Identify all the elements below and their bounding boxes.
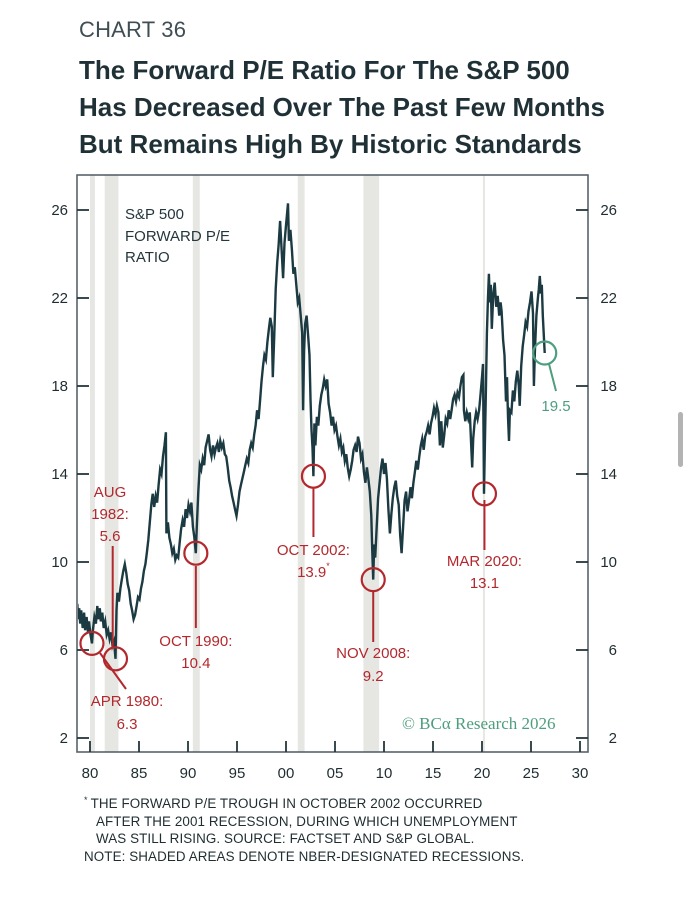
recession-band	[363, 175, 380, 752]
recession-band	[90, 175, 95, 752]
y-tick-label-right: 18	[600, 378, 617, 395]
y-tick-label-right: 22	[600, 290, 617, 307]
annotation-label-text: 19.5	[541, 398, 570, 415]
recession-band	[192, 175, 200, 752]
y-tick-label-left: 18	[51, 378, 68, 395]
y-tick-label-right: 10	[600, 554, 617, 571]
annotation-label-text: 10.4	[181, 655, 210, 672]
annotation-label-text: APR 1980:	[91, 693, 164, 710]
chart-number: CHART 36	[79, 17, 187, 42]
x-tick-label: 20	[474, 765, 491, 782]
plot-frame	[76, 174, 589, 753]
annotation-label-text: AUG	[94, 484, 127, 501]
x-tick-label: 95	[229, 765, 246, 782]
annotation-label-text: MAR 2020:	[447, 553, 522, 570]
annotation-label-text: 9.2	[363, 668, 384, 685]
annotation-circle	[183, 540, 209, 566]
x-tick-label: 10	[376, 765, 393, 782]
annotation-label-line: 13.9*	[297, 561, 330, 581]
plot-frame-group	[76, 174, 589, 753]
series-label-line: S&P 500	[125, 206, 184, 223]
recession-band	[104, 175, 119, 752]
x-tick-label: 85	[131, 765, 148, 782]
y-tick-label-right: 6	[609, 642, 617, 659]
annotation-label-line: 1982:	[91, 506, 129, 523]
footnote-marker: *	[326, 561, 330, 571]
trough-annotation: AUG 1982: 5.6	[91, 484, 129, 672]
annotation-label-text: 13.9	[297, 564, 326, 581]
chart-title: The Forward P/E Ratio For The S&P 500 Ha…	[79, 52, 679, 163]
annotation-label-line: 6.3	[117, 716, 138, 733]
series-label-line: FORWARD P/E	[125, 228, 230, 245]
annotation-label-line: 13.1	[470, 575, 499, 592]
trough-annotation: OCT 2002: 13.9*	[277, 463, 350, 581]
annotation-label-line: MAR 2020:	[447, 553, 522, 570]
annotation-label-line: 10.4	[181, 655, 210, 672]
chart-title-line: But Remains High By Historic Standards	[79, 129, 582, 159]
chart-title-line: The Forward P/E Ratio For The S&P 500	[79, 55, 570, 85]
annotation-label-text: 5.6	[100, 528, 121, 545]
annotation-circle	[102, 646, 129, 672]
footnote-line: * THE FORWARD P/E TROUGH IN OCTOBER 2002 …	[84, 792, 524, 813]
recession-band	[297, 175, 305, 752]
annotation-label-text: OCT 1990:	[159, 633, 232, 650]
series-label-line: RATIO	[125, 249, 170, 266]
copyright-text: © BCα Research 2026	[402, 714, 556, 733]
x-tick-label: 30	[572, 765, 589, 782]
x-tick-label: 80	[82, 765, 99, 782]
chart-title-line: Has Decreased Over The Past Few Months	[79, 92, 605, 122]
annotation-circle	[79, 630, 105, 657]
latest-value-annotation: 19.5	[532, 340, 571, 415]
annotation-label-text: 6.3	[117, 716, 138, 733]
x-tick-label: 05	[327, 765, 344, 782]
copyright-group: © BCα Research 2026	[402, 714, 556, 733]
y-tick-label-left: 14	[51, 466, 68, 483]
axis-ticks	[77, 209, 588, 752]
footnote: * THE FORWARD P/E TROUGH IN OCTOBER 2002 …	[84, 792, 524, 865]
y-tick-label-left: 2	[60, 730, 68, 747]
trough-annotation: NOV 2008: 9.2	[336, 566, 410, 685]
x-tick-label: 90	[180, 765, 197, 782]
x-tick-label: 00	[278, 765, 295, 782]
y-tick-label-right: 2	[609, 730, 617, 747]
annotation-circle	[300, 463, 327, 489]
series-label: S&P 500 FORWARD P/E RATIO	[125, 206, 230, 266]
footnote-line: WAS STILL RISING. SOURCE: FACTSET AND S&…	[96, 831, 475, 846]
y-tick-label-left: 22	[51, 290, 68, 307]
annotation-label-line: OCT 1990:	[159, 633, 232, 650]
annotation-label-line: AUG	[94, 484, 127, 501]
annotation-label-line: 19.5	[541, 398, 570, 415]
y-tick-label-left: 26	[51, 202, 68, 219]
annotation-label-text: 13.1	[470, 575, 499, 592]
annotation-label-line: OCT 2002:	[277, 542, 350, 559]
annotation-label-text: 1982:	[91, 506, 129, 523]
annotation-leader-line	[548, 363, 557, 392]
annotation-label-line: APR 1980:	[91, 693, 164, 710]
scrollbar-thumb[interactable]	[678, 412, 683, 467]
y-tick-label-right: 26	[600, 202, 617, 219]
footnote-line: AFTER THE 2001 RECESSION, DURING WHICH U…	[96, 813, 518, 829]
y-tick-label-left: 10	[51, 554, 68, 571]
annotation-circle	[360, 566, 386, 593]
annotation-label-line: 9.2	[363, 668, 384, 685]
trough-annotation: MAR 2020: 13.1	[447, 481, 522, 592]
footnote-marker: *	[84, 795, 88, 805]
annotation-label-line: NOV 2008:	[336, 645, 410, 662]
y-tick-label-right: 14	[600, 466, 617, 483]
annotation-label-text: OCT 2002:	[277, 542, 350, 559]
pe-ratio-line	[78, 203, 546, 659]
footnote-note-line: NOTE: SHADED AREAS DENOTE NBER-DESIGNATE…	[84, 848, 525, 864]
annotation-circle	[532, 340, 558, 366]
series-group	[78, 203, 546, 659]
y-tick-label-left: 6	[60, 642, 68, 659]
trough-annotation: OCT 1990: 10.4	[159, 540, 232, 672]
footnote-text: THE FORWARD P/E TROUGH IN OCTOBER 2002 O…	[90, 796, 483, 811]
x-tick-label: 25	[523, 765, 540, 782]
annotation-label-text: NOV 2008:	[336, 645, 410, 662]
annotation-label-line: 5.6	[100, 528, 121, 545]
x-tick-label: 15	[425, 765, 442, 782]
